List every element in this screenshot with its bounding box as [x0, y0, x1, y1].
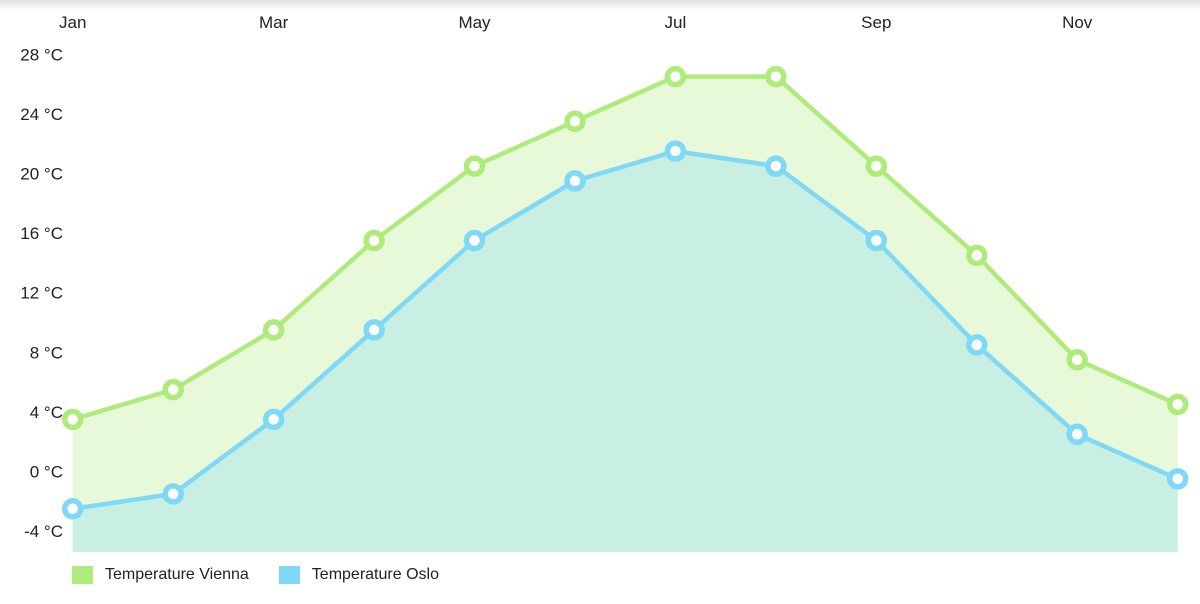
y-axis-tick-label: -4 °C — [24, 522, 63, 541]
x-axis-month-label: May — [458, 13, 491, 32]
oslo-line — [70, 148, 1180, 512]
vienna-area — [72, 76, 1178, 552]
x-axis-month-label: Mar — [259, 13, 289, 32]
oslo-data-point-marker[interactable] — [1066, 423, 1088, 446]
vienna-data-point-marker[interactable] — [363, 229, 385, 252]
vienna-data-point-marker[interactable] — [162, 378, 184, 401]
x-axis-month-label: Jul — [665, 13, 687, 32]
vienna-data-point-marker[interactable] — [1166, 393, 1189, 416]
x-axis-month-label: Sep — [861, 13, 891, 32]
oslo-data-point-marker[interactable] — [765, 155, 787, 177]
legend-label-vienna: Temperature Vienna — [105, 566, 249, 583]
x-axis-month-label: Jan — [59, 13, 86, 32]
y-axis-tick-label: 4 °C — [30, 403, 63, 422]
vienna-data-point-marker[interactable] — [564, 110, 586, 133]
y-axis-tick-label: 0 °C — [30, 463, 63, 482]
vienna-data-point-marker[interactable] — [664, 65, 687, 88]
vienna-data-point-marker[interactable] — [262, 319, 285, 341]
y-axis-tick-label: 24 °C — [20, 105, 63, 124]
legend-swatch-oslo-icon — [278, 566, 300, 584]
x-axis-month-label: Nov — [1062, 13, 1093, 32]
y-axis-tick-label: 20 °C — [20, 165, 63, 184]
oslo-area — [72, 151, 1178, 552]
legend-item-vienna[interactable]: Temperature Vienna — [72, 566, 249, 584]
vienna-data-point-marker[interactable] — [765, 65, 787, 88]
vienna-data-point-marker[interactable] — [61, 408, 84, 431]
legend-swatch-vienna-icon — [72, 566, 93, 584]
vienna-data-point-marker[interactable] — [1066, 349, 1088, 371]
oslo-data-point-marker[interactable] — [1166, 468, 1189, 490]
oslo-data-point-marker[interactable] — [564, 170, 586, 192]
legend-item-oslo[interactable]: Temperature Oslo — [278, 566, 439, 584]
vienna-data-point-marker[interactable] — [966, 244, 988, 267]
vienna-data-point-marker[interactable] — [865, 155, 888, 177]
oslo-data-point-marker[interactable] — [162, 483, 184, 505]
chart-legend: Temperature Vienna Temperature Oslo — [72, 566, 439, 584]
oslo-data-point-marker[interactable] — [664, 140, 687, 162]
vienna-line — [70, 74, 1180, 422]
oslo-data-point-marker[interactable] — [865, 229, 888, 252]
y-axis-tick-label: 8 °C — [30, 343, 63, 362]
oslo-data-point-marker[interactable] — [463, 229, 486, 252]
oslo-data-point-marker[interactable] — [61, 498, 84, 520]
vienna-data-point-marker[interactable] — [463, 155, 486, 177]
oslo-data-point-marker[interactable] — [966, 334, 988, 356]
oslo-data-point-marker[interactable] — [262, 408, 285, 431]
legend-label-oslo: Temperature Oslo — [311, 566, 439, 583]
y-axis-tick-label: 16 °C — [20, 224, 63, 243]
oslo-data-point-marker[interactable] — [363, 319, 385, 341]
y-axis-tick-label: 12 °C — [20, 284, 63, 303]
y-axis-tick-label: 28 °C — [20, 45, 63, 64]
